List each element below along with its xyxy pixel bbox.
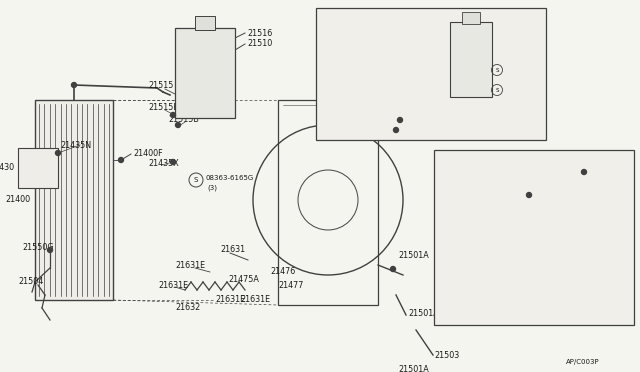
Circle shape [390,266,396,272]
Text: 21501A: 21501A [412,112,443,121]
Text: 21515: 21515 [148,81,173,90]
Text: 21631E: 21631E [175,260,205,269]
Circle shape [394,128,399,132]
Text: 21503A: 21503A [439,191,466,197]
Text: 21503A: 21503A [561,183,588,189]
Circle shape [170,160,175,164]
Text: 21631E: 21631E [158,280,188,289]
Circle shape [47,247,52,253]
Circle shape [397,118,403,122]
Text: 21505: 21505 [524,242,546,248]
Bar [278,100,378,305]
Text: 21477: 21477 [278,280,303,289]
Text: 21503P: 21503P [442,279,468,285]
Bar [462,12,480,24]
Text: 21515: 21515 [326,58,348,64]
Text: 21510: 21510 [247,39,272,48]
Text: 21400: 21400 [6,196,31,205]
Text: 21476: 21476 [270,267,295,276]
Text: 21631E: 21631E [215,295,245,305]
Circle shape [175,122,180,128]
Circle shape [118,157,124,163]
Text: 21501A: 21501A [408,308,439,317]
Text: 21516: 21516 [247,29,272,38]
Circle shape [527,192,531,198]
Circle shape [582,170,586,174]
Text: AP/C003P: AP/C003P [566,359,600,365]
Circle shape [56,151,61,155]
Text: 08363-6165G: 08363-6165G [205,175,253,181]
Circle shape [170,112,175,118]
Text: 21515B: 21515B [148,103,179,112]
Bar [18,148,58,188]
Text: 21503: 21503 [434,350,460,359]
Bar [316,8,546,140]
Text: 21435X: 21435X [148,158,179,167]
Text: 21475A: 21475A [228,276,259,285]
Text: 21435N: 21435N [60,141,91,150]
Text: 21632: 21632 [175,304,200,312]
Bar [450,22,492,97]
Text: 08363-6165G: 08363-6165G [505,67,547,73]
Text: 21515B: 21515B [168,115,199,125]
Text: S: S [194,177,198,183]
Text: F/POWER STEERING: F/POWER STEERING [439,158,508,164]
Text: 21503R: 21503R [596,167,623,173]
Text: 21515B: 21515B [368,98,395,104]
Text: 21631E: 21631E [240,295,270,305]
Circle shape [72,83,77,87]
Text: S: S [495,87,499,93]
Bar [434,150,634,325]
Text: 21400F: 21400F [133,150,163,158]
Text: [0889-0593]: [0889-0593] [321,16,365,23]
Bar [195,16,215,30]
Text: 21631: 21631 [220,246,245,254]
Text: 21501A: 21501A [398,250,429,260]
Text: 21430: 21430 [0,164,14,173]
Bar [175,28,235,118]
Text: 21501: 21501 [412,124,437,132]
Text: 21516: 21516 [488,30,510,36]
Text: (3): (3) [207,185,217,191]
Text: 21501A: 21501A [398,366,429,372]
Text: 21504: 21504 [18,278,44,286]
Text: 08363-6165G: 08363-6165G [505,87,547,93]
Text: 21515B: 21515B [324,98,351,104]
Bar [35,100,113,300]
Text: 21550G: 21550G [22,244,54,253]
Text: S: S [495,67,499,73]
Text: 21510: 21510 [500,16,522,22]
